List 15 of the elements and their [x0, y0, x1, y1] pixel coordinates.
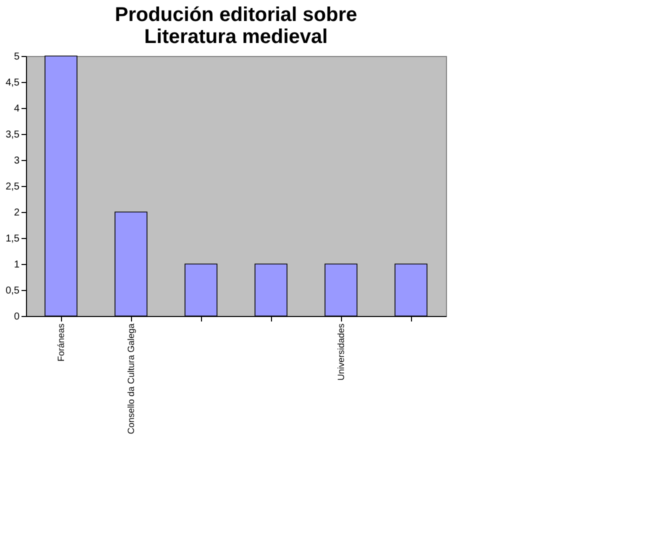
x-tick-label: Consello da Cultura Galega — [126, 324, 136, 434]
x-tick-label: Universidades — [336, 323, 346, 381]
y-tick-label: 3 — [14, 156, 20, 166]
x-tick-label: Foráneas — [56, 323, 66, 362]
y-tick-label: 4 — [14, 104, 20, 114]
y-tick-label: 3,5 — [6, 130, 20, 140]
y-tick-label: 5 — [14, 52, 20, 62]
y-tick-label: 2,5 — [6, 182, 20, 192]
y-tick-label: 0,5 — [6, 286, 20, 296]
y-tick-label: 2 — [14, 208, 20, 218]
y-tick-label: 0 — [14, 312, 20, 322]
y-tick-label: 4,5 — [6, 78, 20, 88]
y-tick-label: 1 — [14, 260, 20, 270]
y-tick-label: 1,5 — [6, 234, 20, 244]
chart-title: Produción editorial sobre Literatura medieval — [114, 4, 358, 48]
